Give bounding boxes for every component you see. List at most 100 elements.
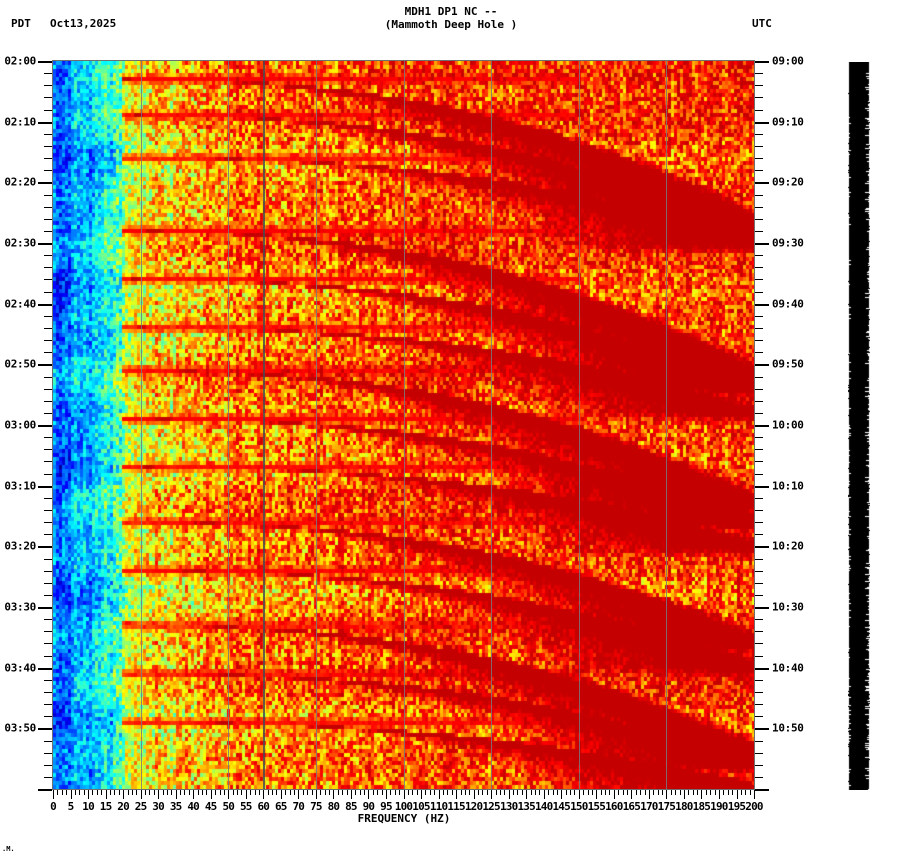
freq-label: 55 [239, 800, 252, 813]
freq-tick-minor [583, 790, 585, 795]
freq-tick-minor [478, 790, 479, 795]
time-tick-major-left [38, 303, 52, 306]
time-tick-minor-right [755, 388, 763, 390]
freq-tick-minor [416, 790, 418, 795]
freq-tick-major [105, 790, 107, 799]
time-tick-minor-right [755, 194, 763, 196]
time-label-pdt: 02:30 [4, 236, 36, 250]
freq-label: 190 [710, 800, 728, 813]
freq-label: 150 [570, 800, 588, 813]
freq-tick-minor [565, 790, 567, 795]
time-tick-minor-left [44, 473, 52, 475]
freq-label: 175 [657, 800, 676, 813]
time-tick-minor-left [44, 461, 52, 463]
time-tick-minor-left [44, 400, 52, 402]
freq-label: 75 [310, 800, 322, 813]
freq-tick-minor [359, 790, 361, 795]
freq-tick-minor [626, 790, 628, 795]
freq-tick-minor [307, 790, 309, 795]
time-tick-minor-left [44, 776, 52, 778]
freq-tick-minor [657, 790, 659, 795]
freq-tick-minor [442, 790, 444, 795]
time-label-pdt: 02:40 [4, 297, 36, 311]
freq-tick-minor [232, 790, 234, 795]
time-label-pdt: 02:00 [4, 54, 36, 68]
time-label-pdt: 03:50 [4, 721, 36, 735]
freq-tick-minor [223, 790, 225, 795]
freq-tick-major [350, 790, 352, 799]
freq-label: 140 [534, 800, 553, 813]
time-tick-major-right [755, 303, 769, 306]
freq-label: 25 [134, 800, 147, 813]
freq-tick-minor [635, 790, 637, 795]
time-tick-minor-right [755, 315, 763, 317]
time-tick-minor-left [44, 73, 52, 75]
freq-tick-minor [517, 790, 519, 795]
time-tick-minor-right [755, 218, 763, 220]
time-label-pdt: 03:10 [4, 479, 36, 493]
freq-tick-major [648, 790, 650, 799]
time-tick-minor-left [44, 352, 52, 354]
freq-tick-major [123, 790, 125, 799]
time-tick-minor-left [44, 340, 52, 342]
freq-tick-minor [219, 790, 221, 795]
freq-tick-minor [434, 790, 436, 795]
freq-tick-minor [499, 790, 501, 795]
time-tick-minor-right [755, 73, 763, 75]
freq-label: 165 [622, 800, 641, 813]
freq-label: 15 [99, 800, 112, 813]
freq-tick-major [175, 790, 177, 799]
freq-tick-major [386, 790, 387, 799]
freq-tick-minor [289, 790, 291, 795]
time-tick-minor-left [44, 764, 52, 766]
freq-tick-major [631, 790, 633, 799]
freq-tick-minor [237, 790, 238, 795]
freq-tick-minor [600, 790, 602, 795]
freq-tick-minor [294, 790, 295, 795]
freq-tick-major [526, 790, 528, 799]
freq-tick-major [315, 790, 317, 799]
amplitude-strip-canvas [848, 62, 870, 790]
freq-tick-major [438, 790, 440, 799]
freq-tick-minor [114, 790, 116, 795]
freq-tick-minor [153, 790, 155, 795]
time-tick-minor-right [755, 558, 763, 560]
time-tick-minor-right [755, 97, 763, 99]
freq-tick-minor [705, 790, 707, 795]
time-axis-utc: 09:00 09:10 09:20 09:30 09:40 09:50 10:00 10:10… [755, 55, 835, 792]
freq-tick-minor [574, 790, 576, 795]
time-tick-minor-left [44, 206, 52, 208]
freq-label: 110 [429, 800, 448, 813]
freq-tick-minor [188, 790, 190, 795]
freq-tick-major [88, 790, 90, 799]
time-tick-major-left [38, 425, 52, 427]
time-label-pdt: 03:40 [4, 661, 36, 675]
time-tick-minor-right [755, 534, 763, 536]
freq-tick-major [53, 790, 54, 799]
freq-tick-minor [749, 790, 751, 795]
freq-tick-minor [342, 790, 344, 795]
freq-tick-minor [740, 790, 742, 795]
freq-label: 160 [605, 800, 623, 813]
time-tick-minor-left [44, 279, 52, 281]
time-tick-minor-left [44, 158, 52, 160]
time-tick-minor-right [755, 412, 763, 414]
time-label-utc: 10:40 [772, 661, 804, 675]
freq-tick-major [683, 790, 685, 799]
amplitude-strip [848, 62, 870, 790]
time-tick-minor-right [755, 509, 763, 511]
freq-label: 5 [67, 800, 75, 813]
freq-label: 60 [257, 800, 270, 813]
time-tick-minor-left [44, 716, 52, 718]
time-tick-minor-right [755, 340, 763, 342]
freq-tick-minor [548, 790, 550, 795]
time-tick-minor-left [44, 109, 52, 111]
freq-tick-minor [136, 790, 138, 795]
freq-tick-minor [250, 790, 252, 795]
freq-label: 200 [745, 800, 763, 813]
timezone-label-right: UTC [752, 17, 772, 30]
chart-title-line2: (Mammoth Deep Hole ) [384, 18, 518, 31]
freq-label: 85 [345, 800, 357, 813]
freq-tick-minor [118, 790, 120, 795]
